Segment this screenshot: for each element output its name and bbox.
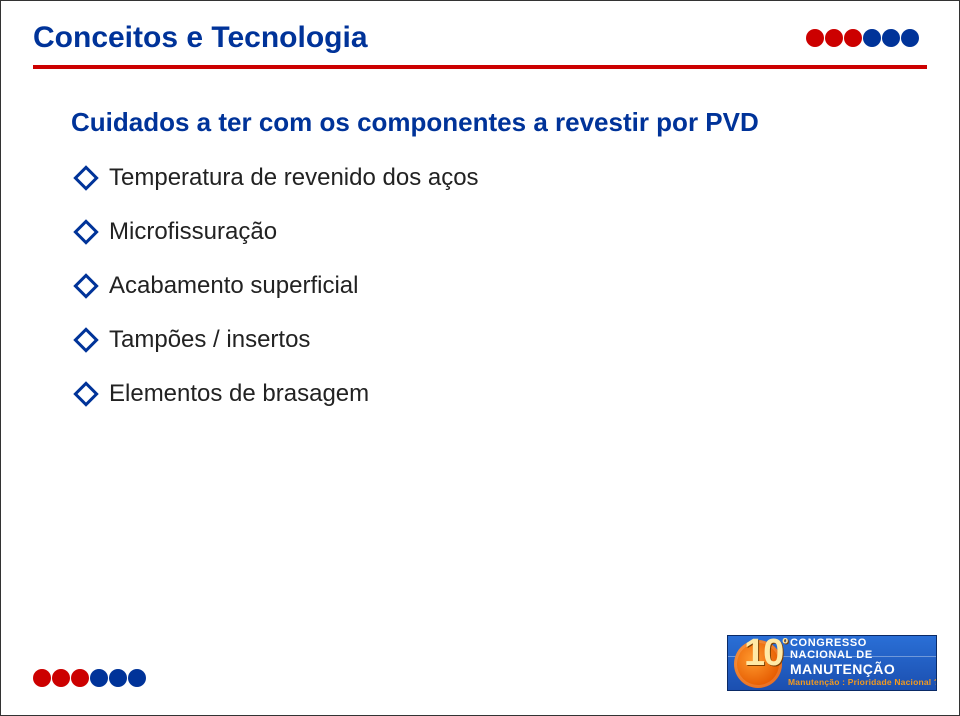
bullet-text: Temperatura de revenido dos aços (109, 164, 479, 192)
dot-icon (882, 29, 900, 47)
list-item: Microfissuração (77, 218, 899, 246)
diamond-icon (73, 165, 98, 190)
diamond-icon (73, 273, 98, 298)
title-rule (33, 65, 927, 69)
dot-icon (33, 669, 51, 687)
list-item: Acabamento superficial (77, 272, 899, 300)
logo-line2: NACIONAL DE (790, 650, 930, 662)
dot-icon (90, 669, 108, 687)
dots-top (806, 29, 919, 47)
dot-icon (806, 29, 824, 47)
dot-icon (109, 669, 127, 687)
dot-icon (844, 29, 862, 47)
logo-ordinal: º (782, 636, 786, 653)
list-item: Temperatura de revenido dos aços (77, 164, 899, 192)
dot-icon (863, 29, 881, 47)
subtitle: Cuidados a ter com os componentes a reve… (71, 107, 899, 138)
bullet-text: Tampões / insertos (109, 326, 310, 354)
logo-number-value: 10 (744, 635, 782, 674)
diamond-icon (73, 381, 98, 406)
list-item: Elementos de brasagem (77, 380, 899, 408)
diamond-icon (73, 219, 98, 244)
diamond-icon (73, 327, 98, 352)
dot-icon (825, 29, 843, 47)
logo-number: 10º (744, 635, 786, 675)
dot-icon (901, 29, 919, 47)
dot-icon (52, 669, 70, 687)
congress-logo: 10º CONGRESSO NACIONAL DE MANUTENÇÃO Man… (727, 635, 937, 691)
dot-icon (128, 669, 146, 687)
list-item: Tampões / insertos (77, 326, 899, 354)
logo-lines: CONGRESSO NACIONAL DE MANUTENÇÃO (790, 638, 930, 677)
bullet-list: Temperatura de revenido dos aços Microfi… (77, 164, 899, 408)
slide: Conceitos e Tecnologia Cuidados a ter co… (0, 0, 960, 716)
slide-title: Conceitos e Tecnologia (33, 21, 927, 55)
dots-bottom (33, 669, 146, 687)
header: Conceitos e Tecnologia (33, 21, 927, 55)
logo-line1: CONGRESSO (790, 638, 930, 650)
logo-line3: MANUTENÇÃO (790, 662, 930, 677)
bullet-text: Elementos de brasagem (109, 380, 369, 408)
logo-tagline: Manutenção : Prioridade Nacional ? (788, 677, 937, 687)
bullet-text: Microfissuração (109, 218, 277, 246)
dot-icon (71, 669, 89, 687)
content: Cuidados a ter com os componentes a reve… (71, 107, 899, 434)
bullet-text: Acabamento superficial (109, 272, 358, 300)
footer: 10º CONGRESSO NACIONAL DE MANUTENÇÃO Man… (33, 635, 937, 691)
